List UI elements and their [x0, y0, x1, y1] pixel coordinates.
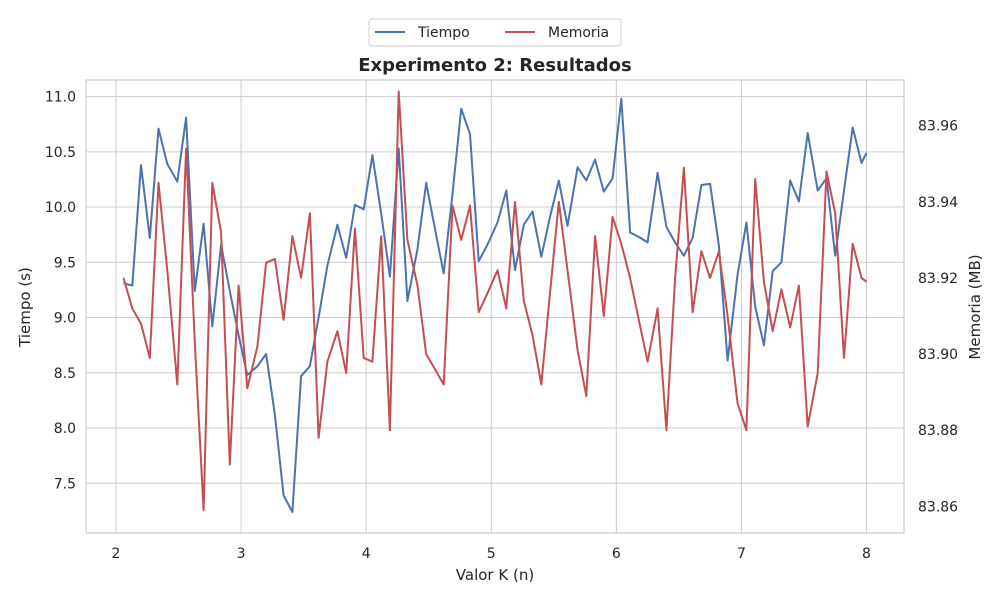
x-ticks: 2 3 4 5 6 7 8	[112, 546, 871, 562]
x-tick-label: 2	[112, 546, 121, 562]
x-tick-label: 4	[362, 546, 371, 562]
y-tick-label-left: 11.0	[45, 90, 76, 106]
y-tick-label-right: 83.92	[918, 271, 958, 287]
x-tick-label: 7	[737, 546, 746, 562]
x-tick-label: 3	[237, 546, 246, 562]
x-tick-label: 6	[612, 546, 621, 562]
y-tick-label-left: 10.5	[45, 145, 76, 161]
y-tick-label-left: 8.0	[54, 421, 76, 437]
plot-frame	[85, 79, 905, 534]
y-tick-label-left: 8.5	[54, 366, 76, 382]
series-line-tiempo	[123, 97, 868, 513]
legend-box	[368, 18, 622, 47]
x-tick-label: 5	[487, 546, 496, 562]
legend-label-memoria: Memoria	[548, 25, 609, 41]
y-tick-label-left: 10.0	[45, 200, 76, 216]
chart-title: Experimento 2: Resultados	[358, 55, 632, 76]
y-tick-label-right: 83.88	[918, 423, 958, 439]
y-axis-label-left: Tiempo (s)	[16, 267, 34, 348]
y-axis-label-right: Memoria (MB)	[966, 254, 984, 359]
y-tick-label-right: 83.86	[918, 499, 958, 515]
legend: Tiempo Memoria	[368, 18, 622, 47]
y-tick-label-right: 83.90	[918, 347, 958, 363]
series-line-memoria	[122, 90, 868, 512]
y-tick-label-right: 83.96	[918, 119, 958, 135]
x-tick-label: 8	[862, 546, 871, 562]
series-layer	[122, 90, 868, 513]
y-ticks-left: 7.5 8.0 8.5 9.0 9.5 10.0 10.5 11.0	[45, 90, 76, 493]
y-tick-label-left: 9.0	[54, 311, 76, 327]
y-ticks-right: 83.86 83.88 83.90 83.92 83.94 83.96	[918, 119, 958, 516]
y-tick-label-right: 83.94	[918, 195, 958, 211]
x-axis-label: Valor K (n)	[456, 566, 534, 584]
legend-label-tiempo: Tiempo	[417, 25, 470, 41]
y-tick-label-left: 7.5	[54, 476, 76, 492]
y-tick-label-left: 9.5	[54, 255, 76, 271]
